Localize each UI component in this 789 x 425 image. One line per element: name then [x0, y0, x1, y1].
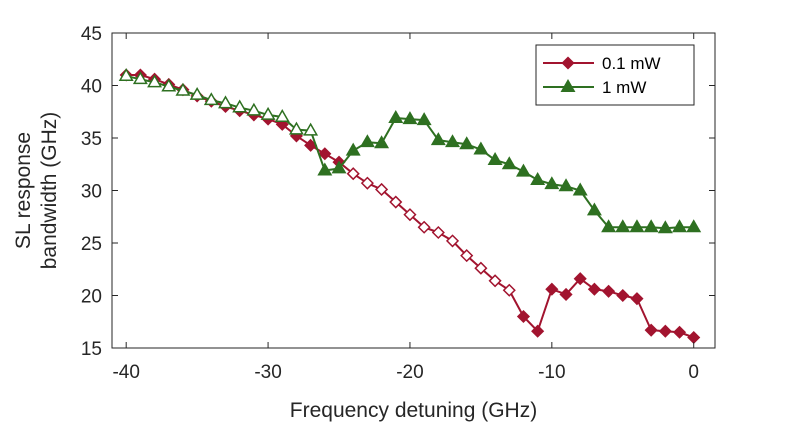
data-point-0-1-mw — [318, 147, 332, 161]
data-point-0-1-mw — [672, 325, 687, 339]
data-point-1-mw — [161, 78, 177, 92]
data-point-1-mw — [232, 99, 248, 113]
y-tick-label: 20 — [81, 287, 102, 308]
data-point-1-mw — [402, 111, 418, 125]
y-tick-label: 35 — [81, 129, 102, 150]
data-point-0-1-mw — [687, 330, 701, 345]
data-point-0-1-mw — [375, 182, 389, 197]
x-tick-label: -30 — [254, 362, 281, 383]
data-point-0-1-mw — [545, 282, 559, 296]
legend-marker-diamond — [561, 56, 575, 70]
x-tick-label: -20 — [396, 362, 423, 383]
data-point-1-mw — [345, 142, 361, 156]
data-point-1-mw — [132, 71, 148, 85]
x-tick-label: -40 — [112, 362, 139, 383]
y-axis-label-line-2: bandwidth (GHz) — [38, 112, 61, 270]
data-point-1-mw — [317, 162, 333, 176]
data-point-0-1-mw — [360, 176, 374, 190]
data-point-0-1-mw — [630, 292, 644, 306]
data-point-0-1-mw — [516, 309, 531, 324]
data-point-0-1-mw — [531, 324, 545, 338]
y-axis-label-line-1: SL response — [12, 132, 35, 249]
data-point-0-1-mw — [488, 274, 502, 288]
ticks-layer: -40 -30 -20 -10 0 15 20 25 30 35 40 45 — [81, 24, 715, 383]
data-point-1-mw — [686, 219, 702, 233]
legend-marker-triangle — [560, 78, 576, 92]
data-point-1-mw — [459, 136, 475, 150]
series-1-mw — [118, 68, 702, 234]
data-point-1-mw — [388, 110, 404, 124]
data-point-1-mw — [615, 219, 631, 233]
data-point-0-1-mw — [389, 195, 403, 209]
y-tick-label: 15 — [81, 339, 102, 360]
data-point-0-1-mw — [658, 324, 672, 338]
data-point-0-1-mw — [417, 220, 431, 234]
y-tick-label: 30 — [81, 182, 102, 203]
data-point-1-mw — [643, 219, 659, 233]
data-point-1-mw — [445, 134, 460, 148]
data-point-1-mw — [260, 106, 276, 120]
data-point-1-mw — [487, 152, 503, 166]
data-point-0-1-mw — [474, 261, 488, 275]
data-point-1-mw — [218, 95, 233, 109]
x-axis-label: Frequency detuning (GHz) — [290, 399, 537, 422]
data-point-0-1-mw — [403, 208, 417, 222]
data-point-1-mw — [672, 219, 688, 233]
y-tick-label: 45 — [81, 24, 102, 45]
data-point-1-mw — [416, 112, 432, 126]
data-point-1-mw — [203, 92, 219, 106]
data-point-1-mw — [331, 160, 347, 174]
data-point-0-1-mw — [559, 287, 573, 302]
x-tick-label: -10 — [538, 362, 565, 383]
data-point-1-mw — [246, 102, 262, 116]
legend-box — [535, 44, 695, 106]
data-point-0-1-mw — [502, 283, 516, 297]
data-point-0-1-mw — [573, 272, 587, 286]
legend-label-1-mw: 1 mW — [602, 78, 646, 97]
data-point-1-mw — [430, 132, 446, 146]
data-point-0-1-mw — [460, 249, 474, 263]
y-tick-label: 25 — [81, 234, 102, 255]
y-tick-label: 40 — [81, 77, 102, 98]
series-0-1-mw — [119, 68, 701, 345]
data-point-1-mw — [515, 163, 531, 177]
series-layer — [118, 68, 702, 345]
data-point-1-mw — [303, 122, 319, 136]
x-tick-label: 0 — [688, 362, 699, 383]
data-point-1-mw — [189, 86, 205, 100]
data-point-1-mw — [657, 220, 673, 234]
data-point-1-mw — [118, 68, 134, 82]
data-point-1-mw — [601, 219, 617, 233]
data-point-0-1-mw — [644, 323, 658, 337]
data-point-1-mw — [558, 178, 574, 192]
data-point-0-1-mw — [346, 167, 360, 181]
data-point-0-1-mw — [431, 225, 445, 240]
data-point-1-mw — [544, 176, 560, 190]
data-point-1-mw — [288, 121, 304, 135]
data-point-0-1-mw — [445, 234, 460, 248]
data-point-1-mw — [629, 219, 645, 233]
data-point-1-mw — [473, 141, 489, 155]
data-point-1-mw — [501, 156, 517, 170]
data-point-1-mw — [175, 82, 191, 96]
data-point-1-mw — [359, 134, 375, 148]
data-point-0-1-mw — [602, 284, 616, 298]
data-point-1-mw — [374, 135, 390, 149]
data-point-1-mw — [586, 202, 602, 216]
data-point-1-mw — [274, 108, 290, 122]
legend-label-0-1-mw: 0.1 mW — [602, 54, 661, 73]
data-point-0-1-mw — [587, 282, 601, 296]
data-point-1-mw — [530, 171, 546, 185]
legend: 0.1 mW 1 mW — [535, 44, 695, 106]
data-point-1-mw — [572, 182, 588, 196]
data-point-0-1-mw — [616, 288, 630, 303]
data-point-1-mw — [147, 74, 163, 88]
